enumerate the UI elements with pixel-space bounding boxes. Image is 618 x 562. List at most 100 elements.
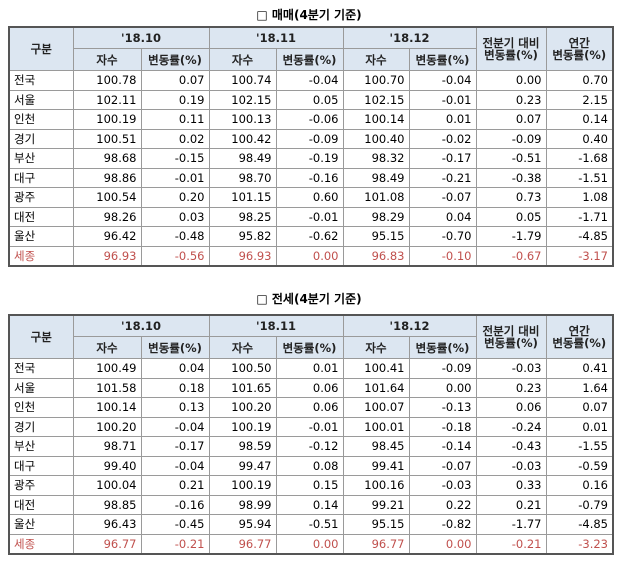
data-row: 경기 100.20 -0.04 100.19 -0.01 100.01 -0.18 -0.24… (8, 416, 614, 437)
value-cell: 100.16 (342, 475, 410, 496)
value-cell: 0.02 (140, 128, 210, 149)
value-cell: 98.68 (72, 148, 142, 169)
value-cell: -0.07 (408, 455, 477, 476)
value-cell: 96.77 (208, 533, 277, 555)
value-cell: 101.58 (72, 377, 142, 398)
data-row: 대전 98.85 -0.16 98.99 0.14 99.21 0.22 0.21 -0.79 (8, 494, 614, 515)
region-cell: 울산 (8, 226, 74, 247)
value-cell: -0.21 (475, 533, 547, 555)
value-cell: -0.06 (275, 109, 344, 130)
value-cell: 102.15 (208, 89, 277, 110)
value-cell: -0.09 (275, 128, 344, 149)
value-cell: 0.01 (275, 358, 344, 379)
header-line: 변동률(%) (484, 48, 538, 62)
data-table: 구분 '18.10'18.11'18.12 전분기 대비 변동률(%) 연간 변동률(%)… (8, 26, 614, 267)
value-cell: 0.23 (475, 377, 547, 398)
value-cell: -0.04 (275, 70, 344, 91)
region-cell: 전국 (8, 358, 74, 379)
value-cell: 0.22 (408, 494, 477, 515)
value-cell: -0.62 (275, 226, 344, 247)
value-cell: -0.21 (140, 533, 210, 555)
data-row: 세종 96.77 -0.21 96.77 0.00 96.77 0.00 -0.21 -3.23 (8, 533, 614, 555)
region-cell: 대전 (8, 206, 74, 227)
header-cell: 구분 (8, 26, 74, 71)
value-cell: 0.23 (475, 89, 547, 110)
value-cell: -0.14 (408, 436, 477, 457)
value-cell: -0.79 (545, 494, 614, 515)
value-cell: 100.04 (72, 475, 142, 496)
value-cell: 0.08 (275, 455, 344, 476)
table-body: 구분 '18.10'18.11'18.12 전분기 대비 변동률(%) 연간 변동률(%)… (8, 26, 614, 267)
value-cell: 100.19 (208, 416, 277, 437)
region-cell: 경기 (8, 416, 74, 437)
region-cell: 울산 (8, 514, 74, 535)
value-cell: 0.06 (275, 397, 344, 418)
header-row: 구분 '18.10'18.11'18.12 전분기 대비 변동률(%) 연간 변동률(%) (8, 314, 614, 359)
header-cell: 변동률(%) (140, 48, 210, 71)
value-cell: 0.07 (545, 397, 614, 418)
region-cell: 광주 (8, 187, 74, 208)
value-cell: -0.07 (408, 187, 477, 208)
table-body: 구분 '18.10'18.11'18.12 전분기 대비 변동률(%) 연간 변동률(%)… (8, 314, 614, 555)
value-cell: 0.00 (408, 377, 477, 398)
value-cell: 0.21 (140, 475, 210, 496)
value-cell: -1.51 (545, 167, 614, 188)
value-cell: -0.01 (275, 416, 344, 437)
value-cell: -0.18 (408, 416, 477, 437)
value-cell: -1.68 (545, 148, 614, 169)
header-line: 연간 (568, 324, 590, 338)
value-cell: -0.17 (140, 436, 210, 457)
header-line: 변동률(%) (552, 336, 607, 350)
value-cell: -0.67 (475, 245, 547, 267)
value-cell: -4.85 (545, 514, 614, 535)
value-cell: 0.73 (475, 187, 547, 208)
value-cell: -1.55 (545, 436, 614, 457)
data-row: 세종 96.93 -0.56 96.93 0.00 96.83 -0.10 -0.67 -3.1… (8, 245, 614, 267)
value-cell: -4.85 (545, 226, 614, 247)
value-cell: 0.18 (140, 377, 210, 398)
value-cell: 98.49 (342, 167, 410, 188)
value-cell: 0.00 (475, 70, 547, 91)
value-cell: 0.01 (408, 109, 477, 130)
data-row: 전국 100.49 0.04 100.50 0.01 100.41 -0.09 -0.03 0.… (8, 358, 614, 379)
value-cell: -0.03 (475, 455, 547, 476)
header-line: 연간 (568, 36, 590, 50)
value-cell: 100.41 (342, 358, 410, 379)
value-cell: 98.71 (72, 436, 142, 457)
value-cell: 0.04 (140, 358, 210, 379)
data-row: 대구 99.40 -0.04 99.47 0.08 99.41 -0.07 -0.03 -0.5… (8, 455, 614, 476)
data-row: 부산 98.68 -0.15 98.49 -0.19 98.32 -0.17 -0.51 -1.… (8, 148, 614, 169)
value-cell: 100.01 (342, 416, 410, 437)
value-cell: 0.06 (475, 397, 547, 418)
region-cell: 인천 (8, 397, 74, 418)
data-row: 울산 96.43 -0.45 95.94 -0.51 95.15 -0.82 -1.77 -4.… (8, 514, 614, 535)
value-cell: 98.45 (342, 436, 410, 457)
region-cell: 세종 (8, 533, 74, 555)
value-cell: -0.48 (140, 226, 210, 247)
value-cell: 99.21 (342, 494, 410, 515)
data-row: 인천 100.19 0.11 100.13 -0.06 100.14 0.01 0.07 0.1… (8, 109, 614, 130)
header-cell: '18.10 (72, 26, 210, 49)
value-cell: 98.49 (208, 148, 277, 169)
value-cell: 100.07 (342, 397, 410, 418)
data-row: 인천 100.14 0.13 100.20 0.06 100.07 -0.13 0.06 0.0… (8, 397, 614, 418)
region-cell: 세종 (8, 245, 74, 267)
value-cell: 100.19 (208, 475, 277, 496)
value-cell: 98.25 (208, 206, 277, 227)
header-cell: 자수 (342, 48, 410, 71)
value-cell: -0.04 (408, 70, 477, 91)
header-line: 변동률(%) (484, 336, 538, 350)
value-cell: 102.11 (72, 89, 142, 110)
value-cell: 98.70 (208, 167, 277, 188)
value-cell: 98.26 (72, 206, 142, 227)
header-cell: 자수 (342, 336, 410, 359)
header-cell: '18.11 (208, 314, 344, 337)
value-cell: -0.02 (408, 128, 477, 149)
value-cell: 0.60 (275, 187, 344, 208)
value-cell: -0.01 (408, 89, 477, 110)
header-cell: '18.12 (342, 314, 477, 337)
region-cell: 부산 (8, 148, 74, 169)
value-cell: -3.23 (545, 533, 614, 555)
value-cell: -0.04 (140, 455, 210, 476)
header-row: 자수 변동률(%) 자수 변동률(%) 자수 변동률(%) (9, 336, 613, 359)
